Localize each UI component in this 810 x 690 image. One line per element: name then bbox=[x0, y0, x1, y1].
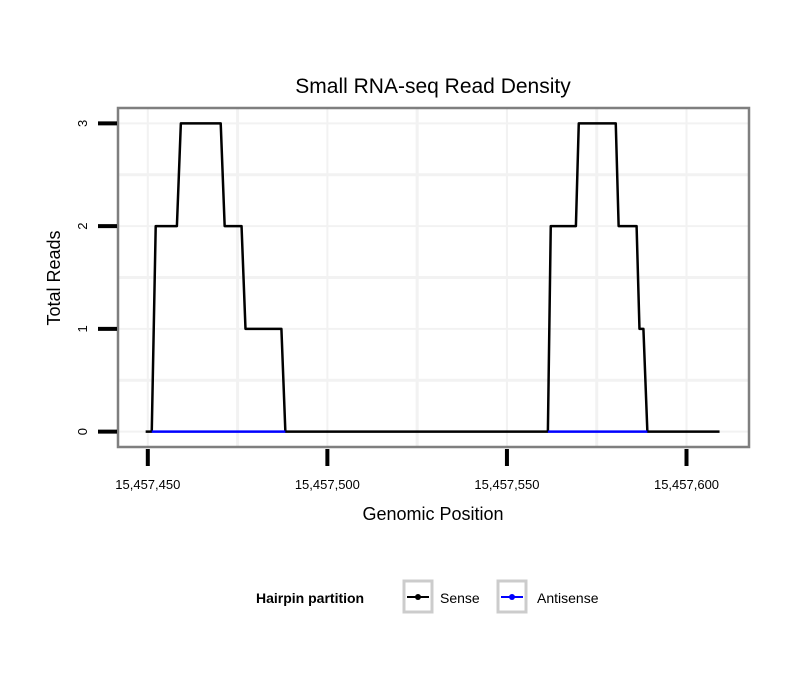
legend-label-antisense: Antisense bbox=[537, 590, 599, 606]
plot-panel bbox=[116, 106, 751, 449]
legend: Hairpin partition Sense Antisense bbox=[256, 579, 599, 614]
chart-title: Small RNA-seq Read Density bbox=[295, 75, 571, 98]
y-tick-label: 0 bbox=[75, 428, 90, 435]
y-axis-label: Total Reads bbox=[44, 230, 64, 325]
y-tick-label: 2 bbox=[75, 223, 90, 230]
x-tick-label: 15,457,600 bbox=[654, 477, 719, 492]
legend-item-antisense: Antisense bbox=[496, 579, 599, 614]
y-tick-label: 3 bbox=[75, 120, 90, 127]
axes: 15,457,450 15,457,500 15,457,550 15,457,600… bbox=[75, 120, 719, 492]
grid bbox=[118, 108, 749, 447]
legend-item-sense: Sense bbox=[402, 579, 480, 614]
x-tick-label: 15,457,450 bbox=[115, 477, 180, 492]
legend-title: Hairpin partition bbox=[256, 590, 364, 606]
x-tick-label: 15,457,500 bbox=[295, 477, 360, 492]
series-layer bbox=[145, 122, 720, 433]
y-tick-label: 1 bbox=[75, 325, 90, 332]
x-axis-label: Genomic Position bbox=[362, 504, 503, 524]
x-tick-label: 15,457,550 bbox=[474, 477, 539, 492]
series-line-sense bbox=[145, 122, 720, 433]
legend-label-sense: Sense bbox=[440, 590, 480, 606]
